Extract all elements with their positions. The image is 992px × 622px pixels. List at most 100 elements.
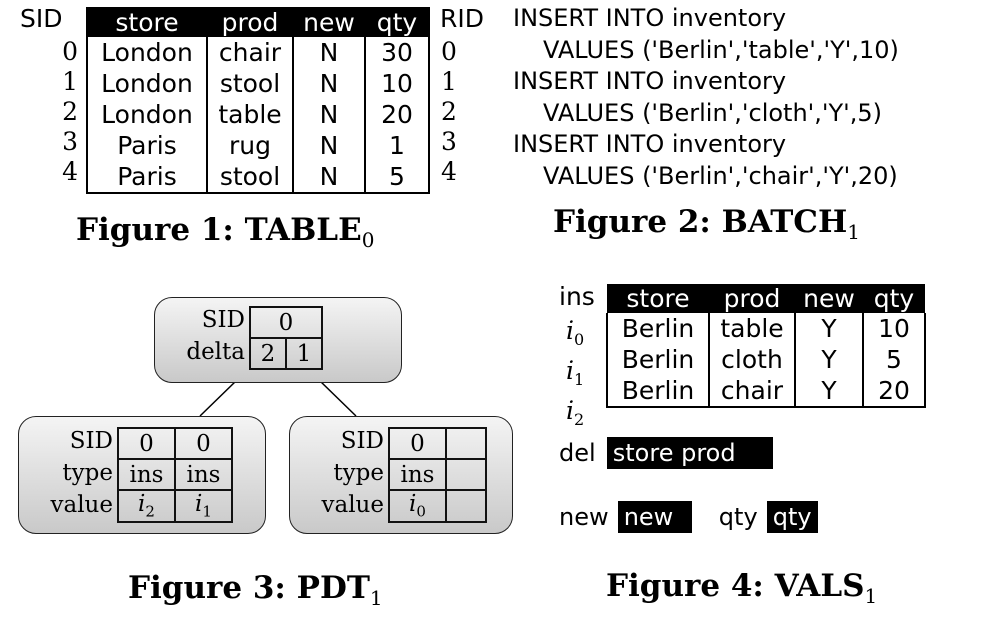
left-cells: 0 0 ins ins i2 i1 bbox=[117, 427, 233, 523]
node-label: SID bbox=[69, 428, 113, 454]
table-cell: Y bbox=[794, 375, 864, 408]
table-cell: 20 bbox=[364, 99, 430, 130]
figure4-caption: Figure 4: VALS1 bbox=[606, 568, 877, 608]
qty-column: qty bbox=[766, 501, 818, 533]
table-cell: 10 bbox=[862, 313, 926, 344]
sql-line: VALUES ('Berlin','table','Y',10) bbox=[543, 35, 899, 64]
new-label: new bbox=[559, 503, 609, 531]
table-row: Berlin cloth Y 5 bbox=[606, 344, 926, 375]
node-label: value bbox=[50, 492, 114, 518]
node-label: SID bbox=[340, 428, 384, 454]
value-cell: i1 bbox=[174, 489, 233, 523]
rid-value: 4 bbox=[441, 157, 457, 186]
right-cells: 0 ins i0 bbox=[388, 427, 487, 523]
table-cell: cloth bbox=[708, 344, 796, 375]
table-cell: chair bbox=[708, 375, 796, 408]
sid-cell: 0 bbox=[117, 427, 176, 460]
column-header: store bbox=[86, 7, 208, 37]
column-header: new bbox=[795, 284, 863, 313]
table-cell: Y bbox=[794, 344, 864, 375]
column-header: qty bbox=[364, 7, 430, 37]
table-cell: 20 bbox=[862, 375, 926, 408]
caption-subscript: 1 bbox=[864, 584, 878, 609]
table-cell: Paris bbox=[86, 130, 208, 161]
del-columns: store prod bbox=[606, 437, 773, 469]
figure1-caption: Figure 1: TABLE0 bbox=[76, 212, 374, 252]
sql-line: INSERT INTO inventory bbox=[513, 4, 787, 32]
table-row: Berlin table Y 10 bbox=[606, 313, 926, 344]
table0: store prod new qty London chair N 30 Lon… bbox=[86, 7, 430, 194]
batch-sql: INSERT INTO inventory VALUES ('Berlin','… bbox=[513, 3, 899, 192]
table-cell: 5 bbox=[364, 161, 430, 194]
table-cell: N bbox=[292, 37, 366, 68]
table-cell: stool bbox=[206, 68, 294, 99]
sid-cell: 0 bbox=[249, 306, 323, 339]
node-label: SID bbox=[201, 307, 245, 333]
table-cell: 5 bbox=[862, 344, 926, 375]
caption-subscript: 0 bbox=[361, 228, 375, 253]
sql-line: INSERT INTO inventory bbox=[513, 130, 787, 158]
table-cell: London bbox=[86, 99, 208, 130]
table-row: London chair N 30 bbox=[86, 37, 430, 68]
caption-text: Figure 3: PDT bbox=[128, 570, 370, 606]
rid-column-label: RID bbox=[440, 4, 484, 33]
del-label: del bbox=[559, 439, 596, 467]
column-header: qty bbox=[863, 284, 925, 313]
table-row: London table N 20 bbox=[86, 99, 430, 130]
table-cell: London bbox=[86, 37, 208, 68]
sid-value: 0 bbox=[62, 37, 78, 66]
table-cell: stool bbox=[206, 161, 294, 194]
value-cell: i0 bbox=[388, 489, 447, 523]
table-cell: Berlin bbox=[606, 344, 710, 375]
value-cell bbox=[445, 489, 487, 523]
column-header: new bbox=[292, 7, 366, 37]
column-header: prod bbox=[709, 284, 795, 313]
sql-line: VALUES ('Berlin','chair','Y',20) bbox=[543, 161, 898, 190]
table-cell: Berlin bbox=[606, 375, 710, 408]
rid-value: 0 bbox=[441, 37, 457, 66]
table-cell: Berlin bbox=[606, 313, 710, 344]
sid-value: 4 bbox=[62, 157, 78, 186]
row-label: i2 bbox=[566, 396, 585, 429]
value-cell: i2 bbox=[117, 489, 176, 523]
table-cell: table bbox=[708, 313, 796, 344]
new-qty-row: new new qty qty bbox=[559, 501, 818, 533]
sid-value: 2 bbox=[62, 97, 78, 126]
table-row: Paris stool N 5 bbox=[86, 161, 430, 194]
caption-text: Figure 1: TABLE bbox=[76, 212, 362, 248]
column-header: store bbox=[607, 284, 709, 313]
sid-value: 3 bbox=[62, 127, 78, 156]
type-cell: ins bbox=[174, 458, 233, 491]
sid-column-label: SID bbox=[20, 4, 63, 33]
sid-cell: 0 bbox=[174, 427, 233, 460]
rid-value: 3 bbox=[441, 127, 457, 156]
table-cell: table bbox=[206, 99, 294, 130]
table-cell: N bbox=[292, 99, 366, 130]
figure3-caption: Figure 3: PDT1 bbox=[128, 570, 383, 610]
root-cells: 0 2 1 bbox=[249, 306, 323, 370]
sid-values: 0 1 2 3 4 bbox=[18, 37, 78, 187]
sql-line: VALUES ('Berlin','cloth','Y',5) bbox=[543, 98, 883, 127]
table-cell: N bbox=[292, 68, 366, 99]
node-label: delta bbox=[186, 339, 245, 365]
delta-cell: 2 bbox=[249, 337, 287, 370]
pdt-root-node: SID delta 0 2 1 bbox=[154, 297, 402, 383]
qty-label: qty bbox=[718, 503, 758, 531]
table-cell: chair bbox=[206, 37, 294, 68]
node-label: type bbox=[333, 460, 384, 486]
ins-table: store prod new qty Berlin table Y 10 Ber… bbox=[606, 284, 926, 408]
ins-row-labels: i0 i1 i2 bbox=[566, 315, 584, 435]
delta-cell: 1 bbox=[285, 337, 323, 370]
table-row: Paris rug N 1 bbox=[86, 130, 430, 161]
table-cell: 1 bbox=[364, 130, 430, 161]
caption-subscript: 1 bbox=[369, 586, 383, 611]
node-label: value bbox=[321, 492, 385, 518]
pdt-left-node: SID type value 0 0 ins ins i2 i1 bbox=[18, 416, 266, 534]
caption-text: Figure 2: BATCH bbox=[553, 204, 848, 240]
sid-cell bbox=[445, 427, 487, 460]
column-header: prod bbox=[206, 7, 294, 37]
type-cell: ins bbox=[388, 458, 447, 491]
ins-label: ins bbox=[559, 282, 595, 311]
table-row: London stool N 10 bbox=[86, 68, 430, 99]
table-cell: N bbox=[292, 130, 366, 161]
